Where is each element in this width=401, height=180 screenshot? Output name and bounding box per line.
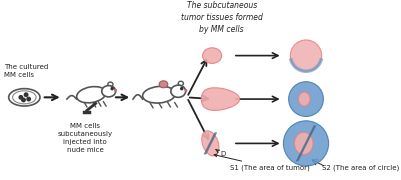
Circle shape: [284, 121, 329, 166]
Circle shape: [289, 82, 324, 116]
Text: D: D: [216, 149, 226, 158]
Ellipse shape: [108, 82, 113, 86]
Ellipse shape: [143, 86, 176, 103]
Ellipse shape: [102, 86, 115, 97]
Circle shape: [19, 96, 22, 99]
Ellipse shape: [203, 48, 222, 63]
Ellipse shape: [178, 81, 183, 86]
Ellipse shape: [77, 87, 106, 103]
Circle shape: [111, 88, 113, 90]
Polygon shape: [201, 88, 240, 110]
Circle shape: [24, 93, 28, 96]
Circle shape: [185, 90, 187, 91]
Circle shape: [290, 40, 322, 71]
Text: S1 (The area of tumor): S1 (The area of tumor): [214, 154, 310, 171]
Ellipse shape: [9, 89, 40, 106]
Ellipse shape: [159, 81, 168, 88]
Text: MM cells
subcutaneously
injected into
nude mice: MM cells subcutaneously injected into nu…: [58, 123, 113, 153]
Ellipse shape: [294, 132, 313, 155]
Circle shape: [27, 97, 30, 101]
Ellipse shape: [298, 92, 310, 106]
Text: The cultured
MM cells: The cultured MM cells: [4, 64, 49, 78]
Text: S2 (The area of circle): S2 (The area of circle): [322, 165, 399, 171]
Circle shape: [181, 88, 183, 90]
Circle shape: [115, 90, 116, 91]
Ellipse shape: [171, 85, 186, 97]
Circle shape: [22, 98, 25, 102]
Text: The subcutaneous
tumor tissues formed
by MM cells: The subcutaneous tumor tissues formed by…: [181, 1, 263, 34]
Ellipse shape: [202, 131, 219, 156]
